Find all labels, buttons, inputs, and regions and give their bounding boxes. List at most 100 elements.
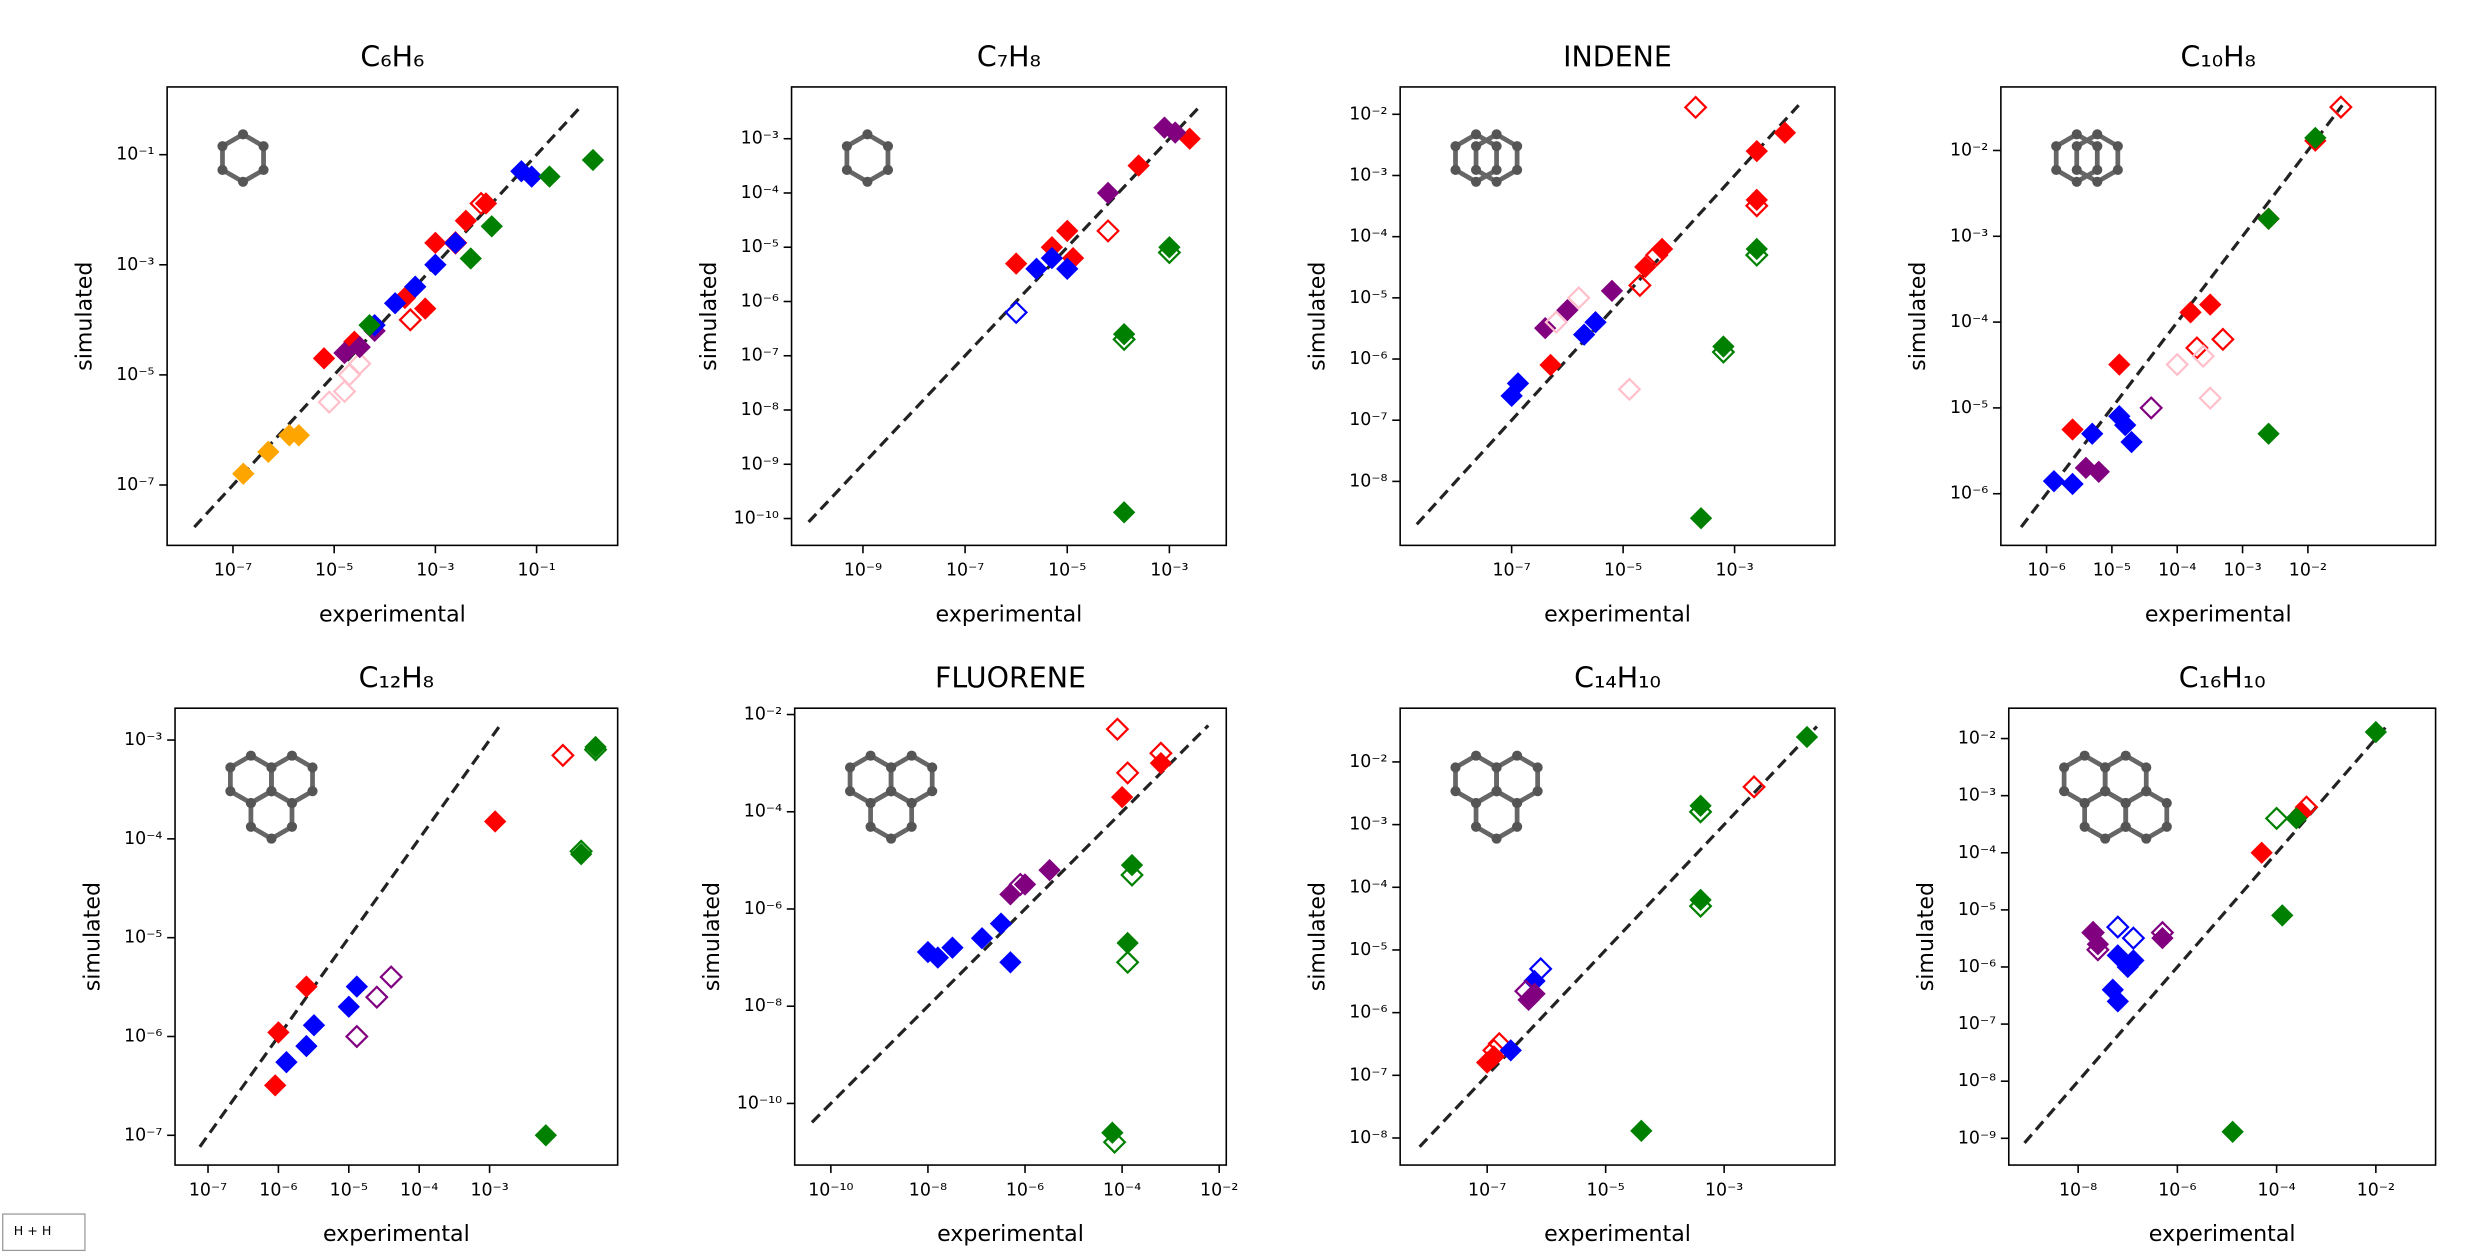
- molecule-atom: [2162, 822, 2172, 832]
- x-axis-label: experimental: [936, 601, 1083, 627]
- y-tick-label: 10⁻³: [1349, 165, 1387, 185]
- molecule-atom: [1471, 751, 1481, 761]
- molecule-atom: [2121, 822, 2131, 832]
- molecule-atom: [2072, 177, 2082, 187]
- x-tick-label: 10⁻⁴: [2257, 1180, 2295, 1200]
- molecule-atom: [2141, 762, 2151, 772]
- panel-title: INDENE: [1563, 40, 1672, 73]
- molecule-atom: [2141, 834, 2151, 844]
- y-tick-label: 10⁻⁵: [741, 237, 779, 257]
- x-tick-label: 10⁻⁵: [330, 1180, 368, 1200]
- molecule-atom: [287, 798, 297, 808]
- molecule-atom: [2100, 786, 2110, 796]
- molecule-atom: [2100, 834, 2110, 844]
- y-tick-label: 10⁻⁹: [1958, 1128, 1996, 1148]
- y-tick-label: 10⁻¹: [116, 145, 154, 165]
- molecule-atom: [862, 129, 872, 139]
- molecule-atom: [217, 141, 227, 151]
- y-tick-label: 10⁻⁶: [1958, 957, 1996, 977]
- y-tick-label: 10⁻⁵: [116, 365, 154, 385]
- molecule-atom: [1450, 165, 1460, 175]
- y-tick-label: 10⁻²: [1349, 104, 1387, 124]
- y-tick-label: 10⁻⁴: [1349, 877, 1387, 897]
- molecule-atom: [886, 762, 896, 772]
- x-tick-label: 10⁻⁸: [2059, 1180, 2097, 1200]
- molecule-atom: [2092, 165, 2102, 175]
- x-axis-label: experimental: [1544, 601, 1691, 627]
- x-axis-label: experimental: [1544, 1221, 1691, 1247]
- molecule-atom: [1512, 141, 1522, 151]
- x-tick-label: 10⁻²: [1200, 1180, 1238, 1200]
- x-tick-label: 10⁻⁴: [400, 1180, 438, 1200]
- x-axis-label: experimental: [323, 1221, 470, 1247]
- x-tick-label: 10⁻¹⁰: [808, 1180, 853, 1200]
- y-tick-label: 10⁻⁹: [741, 454, 779, 474]
- molecule-atom: [862, 177, 872, 187]
- molecule-atom: [2072, 129, 2082, 139]
- molecule-atom: [2141, 786, 2151, 796]
- y-tick-label: 10⁻⁴: [741, 183, 779, 203]
- y-tick-label: 10⁻⁷: [1349, 1065, 1387, 1085]
- molecule-atom: [1450, 786, 1460, 796]
- molecule-atom: [1492, 177, 1502, 187]
- molecule-atom: [2059, 786, 2069, 796]
- molecule-atom: [907, 751, 917, 761]
- molecule-atom: [2113, 165, 2123, 175]
- molecule-atom: [907, 822, 917, 832]
- molecule-atom: [1512, 798, 1522, 808]
- x-axis-label: experimental: [319, 601, 466, 627]
- molecule-atom: [2051, 165, 2061, 175]
- molecule-atom: [927, 762, 937, 772]
- molecule-atom: [1471, 798, 1481, 808]
- y-tick-label: 10⁻⁵: [124, 928, 162, 948]
- panel-title: C₆H₆: [360, 40, 424, 73]
- y-axis-label: simulated: [71, 262, 97, 371]
- molecule-atom: [307, 762, 317, 772]
- panel-title: C₇H₈: [977, 40, 1041, 73]
- molecule-atom: [866, 822, 876, 832]
- molecule-atom: [1492, 141, 1502, 151]
- y-tick-label: 10⁻²: [1958, 729, 1996, 749]
- molecule-atom: [845, 762, 855, 772]
- molecule-atom: [2080, 751, 2090, 761]
- x-tick-label: 10⁻⁴: [2158, 561, 2196, 581]
- y-tick-label: 10⁻⁴: [1950, 312, 1988, 332]
- x-axis-label: experimental: [937, 1221, 1084, 1247]
- molecule-atom: [287, 751, 297, 761]
- molecule-atom: [1471, 165, 1481, 175]
- molecule-atom: [225, 762, 235, 772]
- panel-title: C₁₀H₈: [2181, 40, 2256, 73]
- y-tick-label: 10⁻⁴: [1349, 227, 1387, 247]
- x-axis-label: experimental: [2149, 1221, 2296, 1247]
- molecule-atom: [845, 786, 855, 796]
- y-axis-label: simulated: [1913, 882, 1939, 991]
- x-tick-label: 10⁻⁷: [1468, 1180, 1506, 1200]
- y-tick-label: 10⁻⁵: [1349, 288, 1387, 308]
- x-tick-label: 10⁻⁹: [844, 561, 882, 581]
- y-axis-label: simulated: [699, 882, 725, 991]
- x-tick-label: 10⁻⁵: [1604, 561, 1642, 581]
- molecule-atom: [886, 834, 896, 844]
- molecule-atom: [907, 798, 917, 808]
- y-tick-label: 10⁻³: [1950, 226, 1988, 246]
- molecule-atom: [883, 165, 893, 175]
- molecule-atom: [1471, 177, 1481, 187]
- x-tick-label: 10⁻³: [416, 561, 454, 581]
- molecule-atom: [1492, 165, 1502, 175]
- figure: H + H C₆H₆experimentalsimulated10⁻⁷10⁻⁵1…: [0, 0, 2481, 1252]
- x-tick-label: 10⁻³: [1715, 561, 1753, 581]
- y-tick-label: 10⁻³: [741, 129, 779, 149]
- y-tick-label: 10⁻¹⁰: [734, 509, 779, 529]
- molecule-atom: [2080, 798, 2090, 808]
- y-tick-label: 10⁻⁶: [741, 291, 779, 311]
- y-tick-label: 10⁻⁸: [741, 400, 779, 420]
- molecule-atom: [2092, 141, 2102, 151]
- molecule-atom: [238, 177, 248, 187]
- y-tick-label: 10⁻⁷: [741, 346, 779, 366]
- molecule-atom: [2162, 798, 2172, 808]
- x-tick-label: 10⁻⁶: [1006, 1180, 1044, 1200]
- y-tick-label: 10⁻⁵: [1950, 398, 1988, 418]
- molecule-atom: [1492, 834, 1502, 844]
- molecule-atom: [258, 141, 268, 151]
- molecule-atom: [1450, 141, 1460, 151]
